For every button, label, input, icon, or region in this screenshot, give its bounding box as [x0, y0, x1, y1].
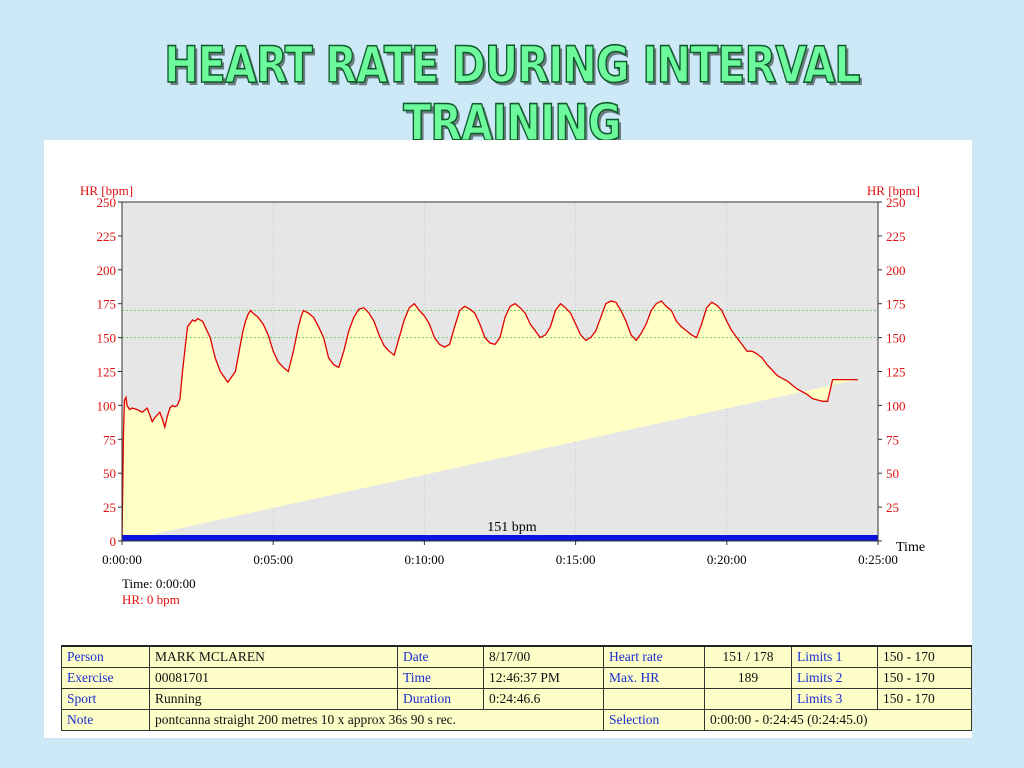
cursor-hr-readout: HR: 0 bpm — [122, 592, 180, 607]
y-tick-label-left: 0 — [110, 534, 117, 549]
info-value: 151 / 178 — [704, 645, 792, 668]
info-row: Note pontcanna straight 200 metres 10 x a… — [61, 709, 972, 731]
y-tick-label-right: 150 — [886, 331, 906, 346]
y-tick-label-left: 175 — [97, 297, 117, 312]
y-tick-label-left: 225 — [97, 229, 117, 244]
heart-rate-area — [122, 301, 858, 541]
x-tick-label: 0:20:00 — [707, 552, 747, 567]
info-value: 150 - 170 — [877, 688, 972, 710]
y-tick-label-right: 225 — [886, 229, 906, 244]
y-tick-label-left: 100 — [97, 398, 117, 413]
info-row: Person MARK MCLAREN Date 8/17/00 Heart rate 1… — [61, 645, 972, 668]
y-tick-label-right: 75 — [886, 432, 899, 447]
x-axis-title: Time — [896, 540, 925, 555]
y-tick-label-left: 150 — [97, 331, 117, 346]
info-label: Duration — [397, 688, 484, 710]
info-value: 8/17/00 — [483, 645, 604, 668]
y-tick-label-left: 50 — [103, 466, 116, 481]
info-label: Limits 1 — [791, 645, 878, 668]
info-label: Limits 2 — [791, 667, 878, 689]
info-label: Date — [397, 645, 484, 668]
info-value: Running — [149, 688, 398, 710]
average-hr-bar — [122, 535, 878, 541]
info-label: Sport — [61, 688, 150, 710]
x-tick-label: 0:00:00 — [102, 552, 142, 567]
info-label: Person — [61, 645, 150, 668]
info-value: 150 - 170 — [877, 645, 972, 668]
info-label: Selection — [603, 709, 705, 731]
info-label — [603, 688, 705, 710]
y-tick-label-left: 75 — [103, 432, 116, 447]
info-value — [704, 688, 792, 710]
info-label: Max. HR — [603, 667, 705, 689]
info-value: MARK MCLAREN — [149, 645, 398, 668]
info-value: 0:00:00 - 0:24:45 (0:24:45.0) — [704, 709, 972, 731]
x-tick-label: 0:05:00 — [253, 552, 293, 567]
y-tick-label-right: 200 — [886, 263, 906, 278]
y-tick-label-right: 50 — [886, 466, 899, 481]
y-tick-label-right: 250 — [886, 195, 906, 210]
y-tick-label-left: 250 — [97, 195, 117, 210]
cursor-time-readout: Time: 0:00:00 — [122, 576, 196, 591]
y-tick-label-left: 200 — [97, 263, 117, 278]
y-tick-label-right: 125 — [886, 365, 906, 380]
y-tick-label-right: 175 — [886, 297, 906, 312]
y-axis-title-left: HR [bpm] — [80, 183, 133, 198]
x-tick-label: 0:25:00 — [858, 552, 898, 567]
info-value: 0:24:46.6 — [483, 688, 604, 710]
y-tick-label-right: 25 — [886, 500, 899, 515]
info-label: Heart rate — [603, 645, 705, 668]
x-tick-label: 0:15:00 — [556, 552, 596, 567]
slide-title: HEART RATE DURING INTERVAL TRAINING — [164, 35, 862, 153]
info-value: 150 - 170 — [877, 667, 972, 689]
info-row: Sport Running Duration 0:24:46.6 Limits 3 150… — [61, 688, 972, 710]
chart-panel: 151 bpm 0 25 25 50 50 75 75 100 100 125 125 150 150 17… — [44, 140, 972, 738]
info-value: 189 — [704, 667, 792, 689]
y-tick-label-right: 100 — [886, 398, 906, 413]
info-value: 12:46:37 PM — [483, 667, 604, 689]
exercise-info-table: Person MARK MCLAREN Date 8/17/00 Heart rate 1… — [61, 645, 972, 731]
info-value: 00081701 — [149, 667, 398, 689]
heart-rate-chart: 151 bpm 0 25 25 50 50 75 75 100 100 125 125 150 150 17… — [80, 183, 925, 607]
info-row: Exercise 00081701 Time 12:46:37 PM Max. HR 18… — [61, 667, 972, 689]
x-tick-label: 0:10:00 — [405, 552, 445, 567]
info-label: Exercise — [61, 667, 150, 689]
info-label: Time — [397, 667, 484, 689]
heart-rate-line — [121, 300, 858, 542]
y-tick-label-left: 25 — [103, 500, 116, 515]
average-hr-label: 151 bpm — [487, 520, 537, 535]
info-value: pontcanna straight 200 metres 10 x appro… — [149, 709, 604, 731]
info-label: Limits 3 — [791, 688, 878, 710]
y-axis-title-right: HR [bpm] — [867, 183, 920, 198]
y-tick-label-left: 125 — [97, 365, 117, 380]
info-label: Note — [61, 709, 150, 731]
